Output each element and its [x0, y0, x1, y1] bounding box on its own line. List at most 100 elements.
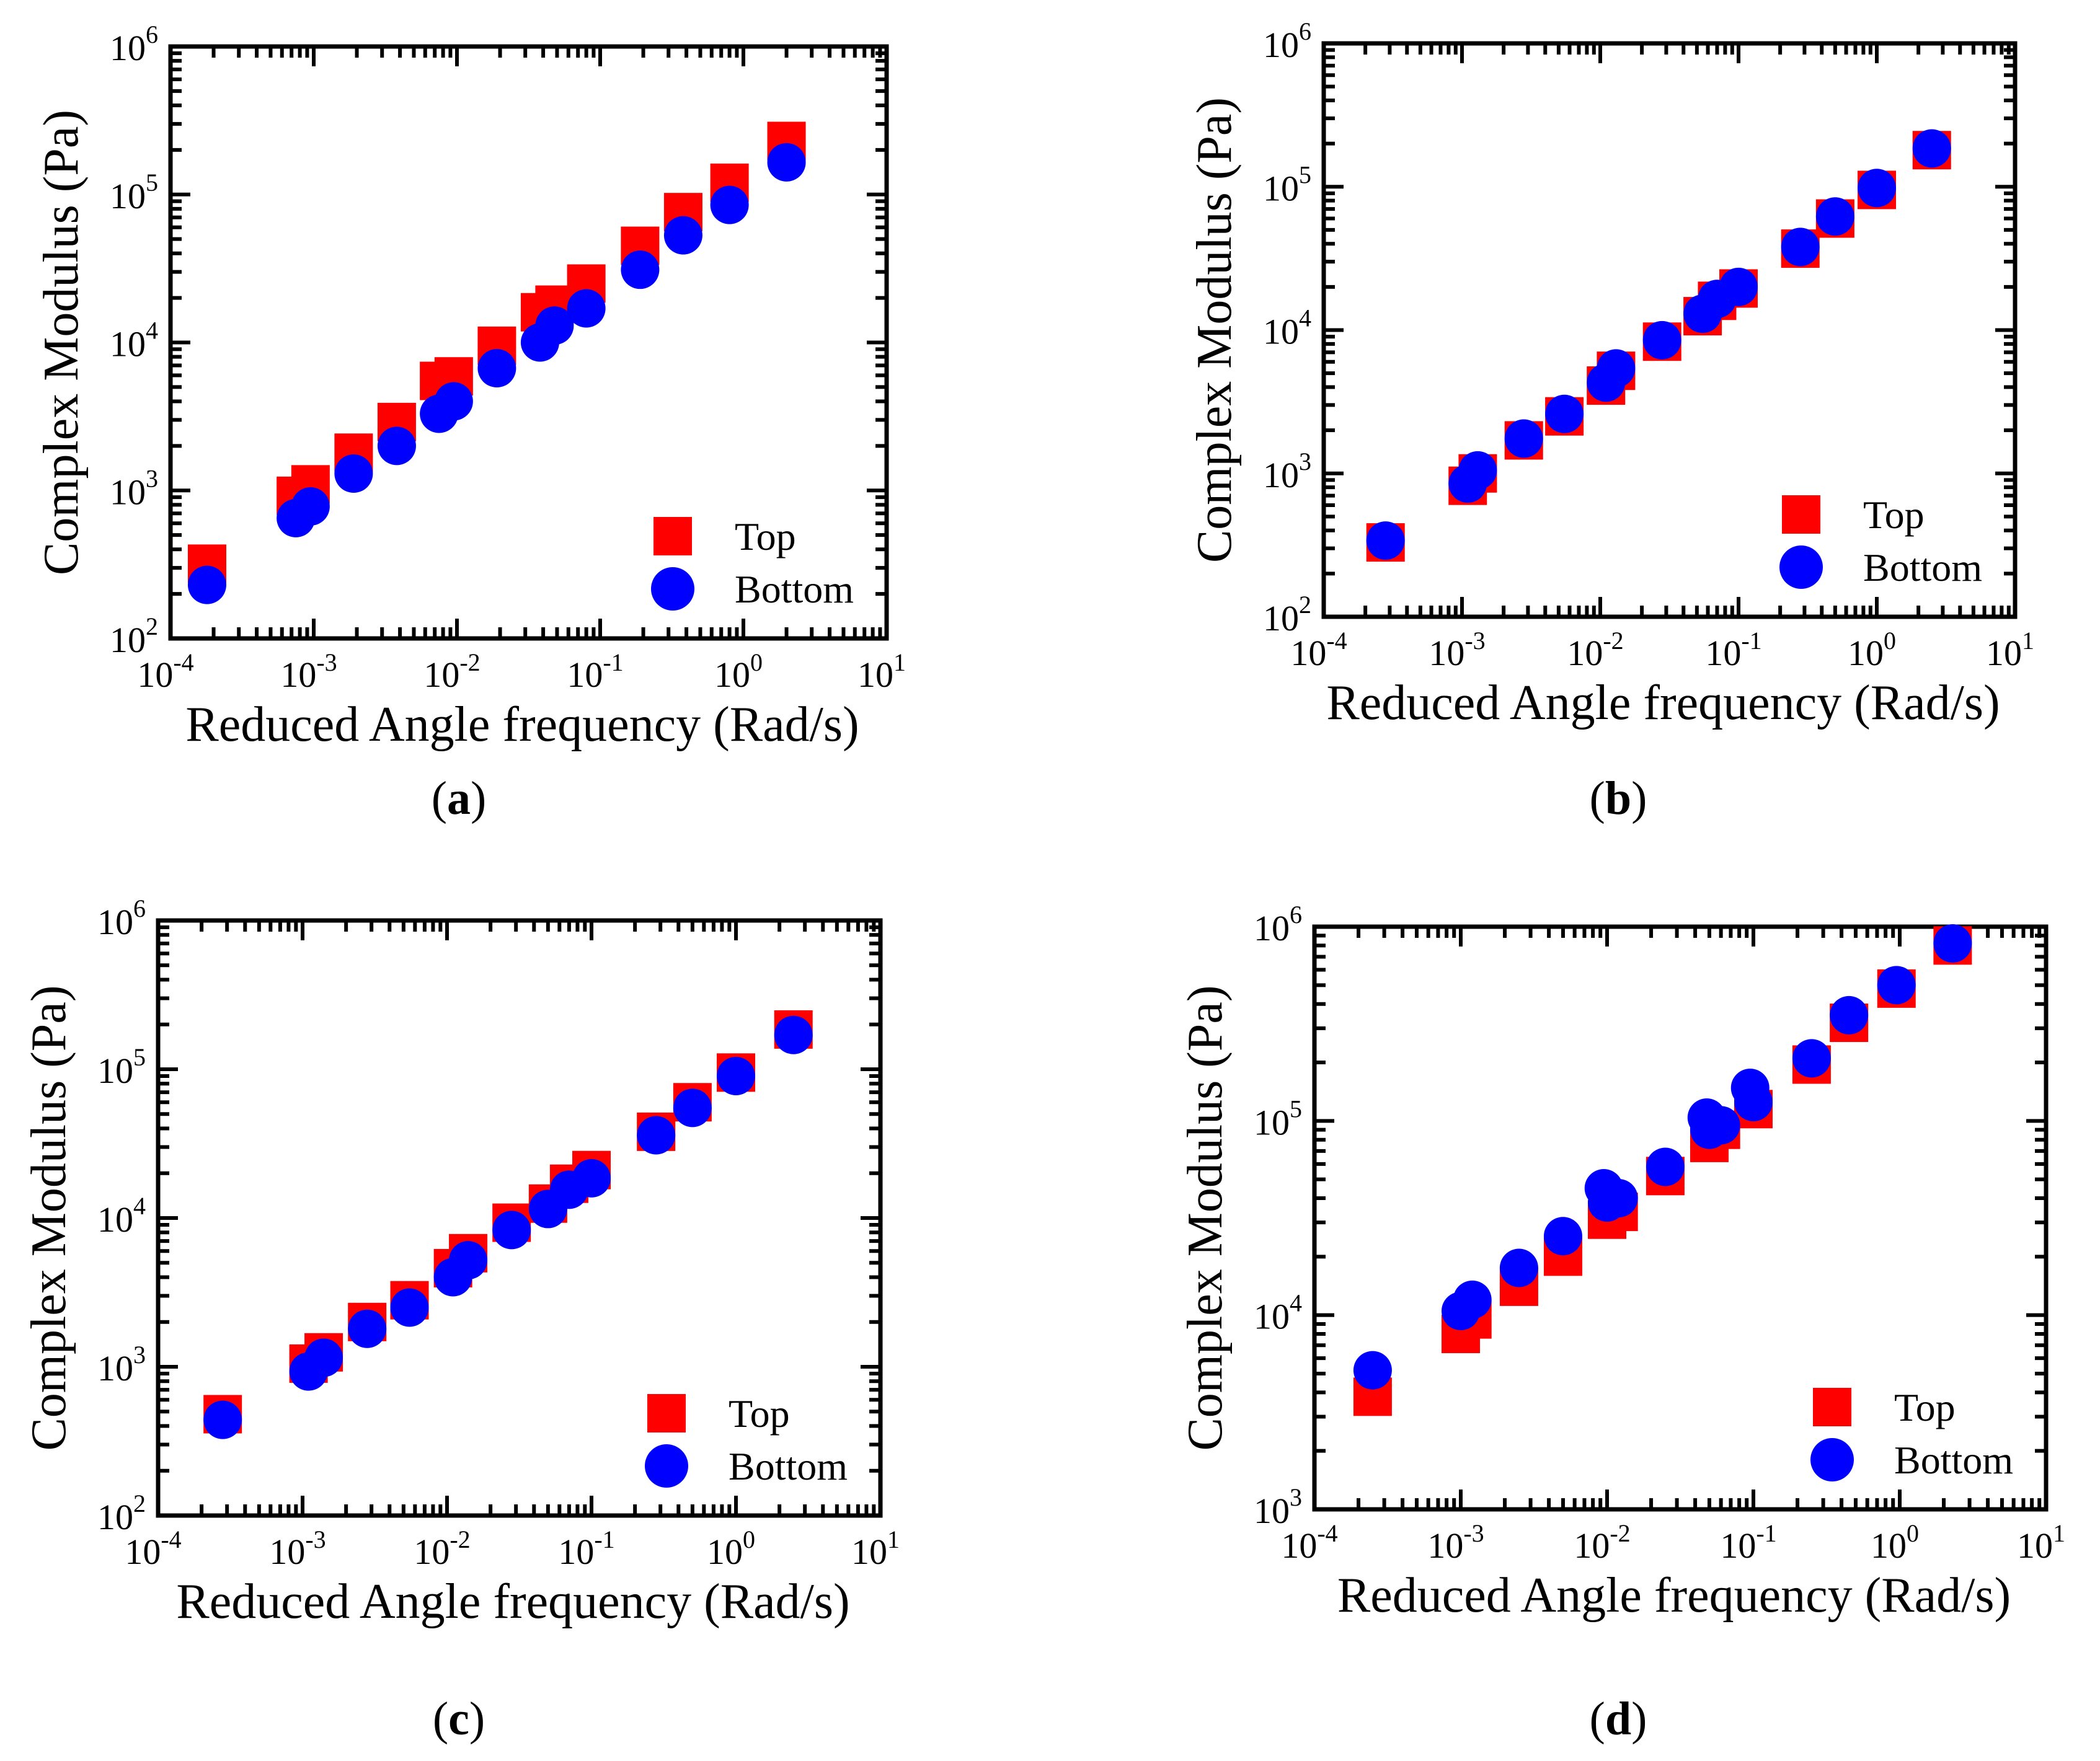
point-bottom [477, 349, 516, 388]
x-tick-label: 100 [707, 1525, 755, 1572]
x-tick-label: 101 [2017, 1519, 2065, 1566]
x-tick-label: 100 [1848, 627, 1896, 673]
point-bottom [774, 1015, 813, 1054]
x-tick-label: 10-3 [269, 1525, 326, 1572]
point-bottom [572, 1159, 611, 1198]
legend-entry-top: Top [1894, 1385, 1956, 1429]
x-tick-label: 10-1 [1705, 627, 1761, 673]
x-tick-label: 101 [851, 1525, 900, 1572]
point-bottom [203, 1400, 242, 1439]
y-tick-label: 103 [97, 1341, 146, 1388]
point-bottom [348, 1309, 387, 1348]
point-bottom [1646, 1147, 1685, 1186]
y-tick-label: 106 [1254, 901, 1302, 948]
point-bottom [1933, 924, 1972, 963]
y-tick-label: 105 [1254, 1095, 1302, 1142]
legend-marker-bottom [645, 1444, 688, 1488]
point-bottom [377, 426, 416, 466]
y-tick-label: 103 [1263, 448, 1311, 495]
x-tick-label: 10-2 [1567, 627, 1623, 673]
panel-label-c: (c) [432, 1693, 485, 1745]
y-tick-label: 106 [110, 20, 158, 68]
chart-panel-d: 10-4 10-3 10-2 10-1 100 101 103 104 105 106 Reduce… [1178, 901, 2065, 1623]
x-tick-label: 10-1 [567, 648, 623, 695]
x-tick-label: 10-3 [1429, 627, 1485, 673]
point-bottom [1734, 1082, 1773, 1121]
point-bottom [1599, 1179, 1638, 1218]
point-bottom [1792, 1039, 1831, 1078]
point-bottom [1366, 521, 1405, 560]
x-tick-label: 10-2 [414, 1525, 470, 1572]
point-bottom [1453, 1280, 1492, 1319]
y-axis-label: Complex Modulus (Pa) [22, 985, 76, 1450]
x-axis-label: Reduced Angle frequency (Rad/s) [1326, 676, 2000, 730]
point-bottom [1701, 1106, 1740, 1145]
point-bottom [434, 382, 473, 421]
point-bottom [1830, 995, 1869, 1035]
y-tick-label: 106 [1263, 17, 1311, 65]
point-bottom [1858, 169, 1896, 208]
legend-entry-bottom: Bottom [735, 567, 854, 611]
point-bottom [492, 1211, 531, 1250]
panel-label-a: (a) [431, 772, 487, 824]
x-tick-label: 10-2 [423, 648, 480, 695]
x-tick-label: 100 [1871, 1519, 1919, 1566]
y-tick-label: 106 [97, 894, 146, 942]
x-axis-label: Reduced Angle frequency (Rad/s) [185, 697, 859, 752]
chart-panel-b: 10-4 10-3 10-2 10-1 100 101 102 103 104 105 106 Red… [1187, 17, 2034, 730]
y-tick-label: 102 [97, 1490, 146, 1537]
y-axis-label: Complex Modulus (Pa) [1187, 97, 1242, 563]
y-tick-label: 103 [110, 464, 158, 512]
point-bottom [390, 1288, 429, 1327]
x-axis-label: Reduced Angle frequency (Rad/s) [1337, 1568, 2011, 1623]
legend-marker-bottom [1779, 545, 1823, 589]
y-axis-label: Complex Modulus (Pa) [1178, 985, 1233, 1450]
point-bottom [1543, 1217, 1582, 1256]
point-bottom [1458, 451, 1497, 490]
point-bottom [291, 487, 330, 526]
point-bottom [1499, 1248, 1538, 1287]
x-tick-label: 10-4 [125, 1525, 181, 1572]
point-bottom [1504, 419, 1543, 458]
legend-entry-bottom: Bottom [1863, 545, 1982, 589]
point-bottom [1353, 1351, 1392, 1390]
legend-entry-top: Top [1863, 493, 1925, 537]
point-bottom [1877, 966, 1916, 1005]
panel-label-d: (d) [1589, 1693, 1647, 1745]
point-bottom [535, 306, 574, 345]
legend-marker-top [653, 517, 692, 555]
point-bottom [717, 1056, 755, 1095]
y-tick-label: 103 [1254, 1483, 1302, 1531]
legend-marker-top [647, 1394, 686, 1432]
point-bottom [767, 143, 806, 182]
legend-marker-bottom [651, 567, 694, 611]
y-tick-label: 102 [1263, 591, 1311, 638]
point-bottom [1642, 320, 1681, 360]
legend-marker-bottom [1810, 1438, 1854, 1481]
x-axis-label: Reduced Angle frequency (Rad/s) [176, 1574, 849, 1629]
x-tick-label: 10-3 [280, 648, 337, 695]
plot-frame [1312, 924, 2049, 1512]
point-bottom [663, 216, 702, 255]
point-bottom [304, 1338, 343, 1377]
y-tick-label: 104 [1263, 304, 1311, 352]
point-bottom [1815, 197, 1854, 236]
point-bottom [567, 289, 606, 328]
point-bottom [621, 250, 660, 289]
y-tick-label: 105 [97, 1043, 146, 1091]
point-bottom [1545, 394, 1584, 433]
x-tick-label: 10-4 [137, 648, 193, 695]
y-tick-label: 102 [110, 612, 158, 660]
x-tick-label: 10-1 [558, 1525, 614, 1572]
x-tick-label: 10-2 [1574, 1519, 1630, 1566]
point-bottom [637, 1116, 676, 1155]
panel-label-b: (b) [1589, 772, 1647, 824]
point-bottom [1912, 129, 1951, 168]
point-bottom [673, 1088, 712, 1128]
y-tick-label: 105 [110, 169, 158, 216]
y-tick-label: 104 [110, 317, 158, 364]
y-tick-label: 104 [97, 1192, 146, 1240]
x-tick-label: 10-3 [1427, 1519, 1484, 1566]
legend-marker-top [1813, 1388, 1851, 1426]
